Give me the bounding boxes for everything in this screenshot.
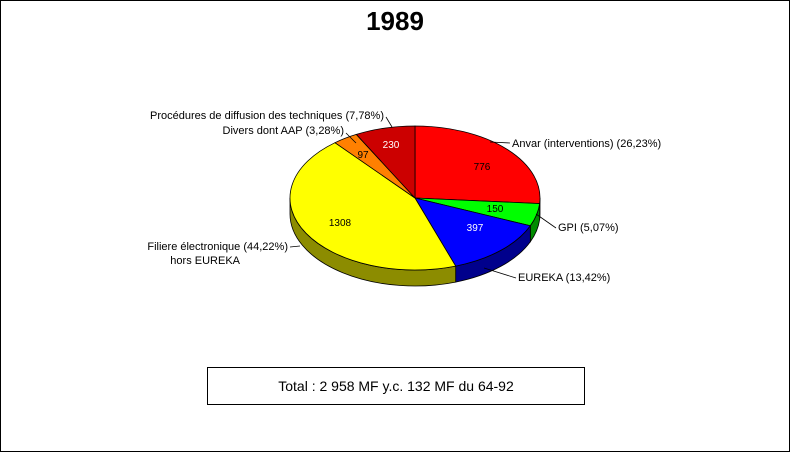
- slice-label: Filiere électronique (44,22%) hors EUREKA: [147, 241, 288, 267]
- pie-slice: [355, 125, 416, 200]
- leader-line: [345, 132, 357, 144]
- slice-value-label: 150: [487, 204, 504, 215]
- leader-line: [535, 213, 557, 229]
- slice-label: Procédures de diffusion des techniques (…: [150, 110, 384, 122]
- slice-value-label: 97: [357, 150, 369, 161]
- slice-label: EUREKA (13,42%): [518, 272, 610, 284]
- chart-title: 1989: [366, 6, 424, 36]
- slice-value-label: 776: [474, 162, 491, 173]
- pie-slice: [414, 125, 541, 204]
- slice-value-label: 397: [467, 223, 484, 234]
- slice-label: Divers dont AAP (3,28%): [223, 125, 344, 137]
- pie-slice: [414, 197, 531, 267]
- leader-line: [289, 245, 301, 248]
- leader-line: [385, 116, 393, 128]
- slice-label: GPI (5,07%): [558, 222, 619, 234]
- leader-line: [489, 141, 511, 144]
- slice-value-label: 1308: [329, 218, 352, 229]
- pie-slice: [289, 142, 457, 271]
- slice-label: Anvar (interventions) (26,23%): [512, 138, 661, 150]
- leader-line: [483, 267, 517, 279]
- total-note: Total : 2 958 MF y.c. 132 MF du 64-92: [207, 367, 585, 405]
- slice-value-label: 230: [383, 140, 400, 151]
